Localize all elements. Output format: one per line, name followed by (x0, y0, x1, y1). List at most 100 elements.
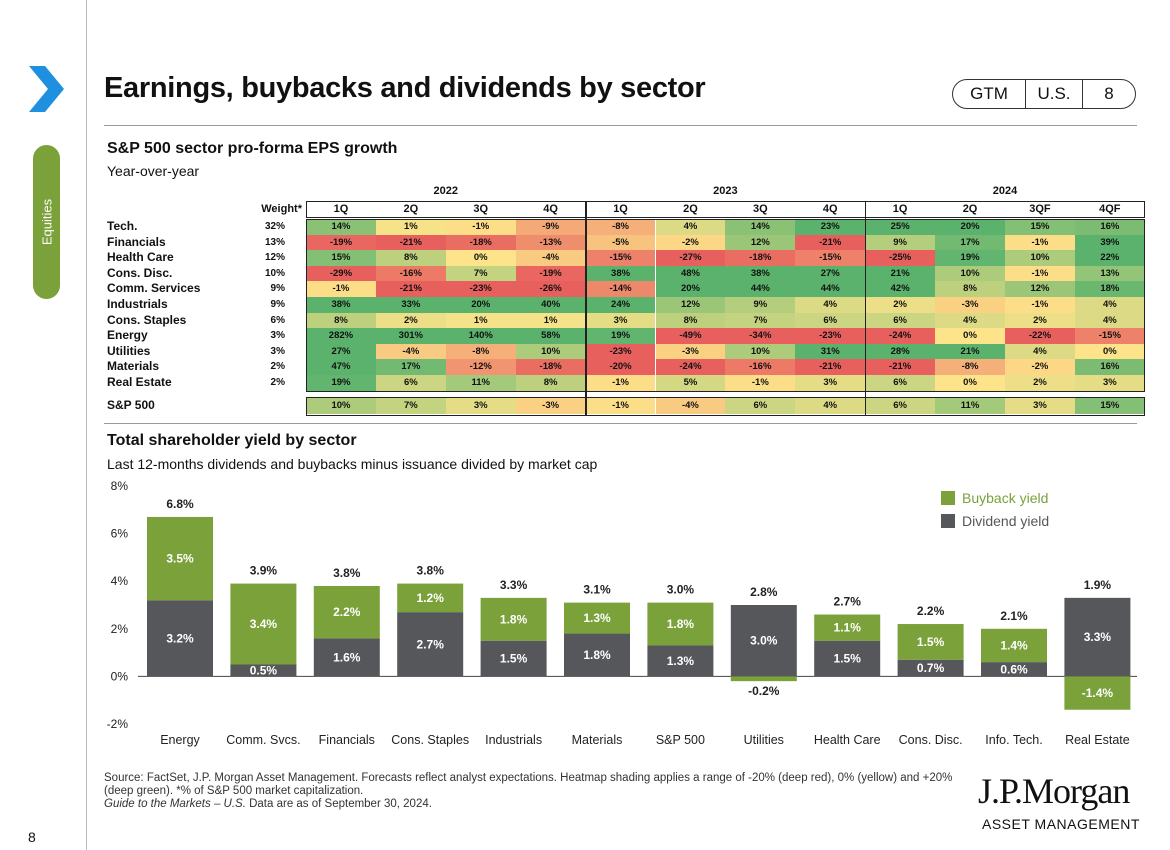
heatmap-cell: -14% (585, 281, 656, 297)
bar-dividend (313, 638, 380, 677)
jpmorgan-logo: J.P.Morgan (978, 771, 1130, 811)
heatmap-total-cell: -1% (585, 398, 656, 414)
heatmap-cell: 27% (306, 343, 376, 360)
heatmap-cell: 0% (445, 250, 516, 266)
heatmap-cell: 9% (725, 297, 796, 313)
bar-dividend (981, 662, 1047, 677)
heatmap-cell: 0% (935, 375, 1005, 391)
total-value-label: 3.3% (500, 578, 528, 592)
heatmap-cell: -15% (795, 250, 866, 266)
dividend-value-label: 2.7% (417, 637, 445, 651)
heatmap-sector-label: Cons. Staples (107, 312, 187, 327)
heatmap-cell: 282% (306, 328, 376, 344)
heatmap-total-cell: 7% (375, 398, 446, 414)
heatmap-cell: 4% (935, 312, 1005, 329)
heatmap-cell: 20% (935, 219, 1005, 235)
page-title: Earnings, buybacks and dividends by sect… (104, 72, 706, 104)
heatmap-weight-value: 2% (270, 361, 285, 373)
heatmap-total-cell: 4% (795, 398, 866, 414)
heatmap-cell: -22% (1005, 328, 1075, 344)
bar-dividend (480, 640, 547, 677)
bar-buyback (147, 516, 213, 601)
heatmap-weight-value: 6% (270, 314, 285, 326)
x-category-label: Info. Tech. (985, 733, 1042, 747)
heatmap-cell: -1% (445, 219, 516, 235)
heatmap-cell: 21% (865, 265, 936, 282)
bar-buyback (647, 602, 714, 646)
heatmap-cell: -4% (375, 343, 446, 360)
heatmap-total-cell: 11% (935, 398, 1005, 414)
heatmap-quarter-header: 1Q (333, 203, 349, 215)
side-tab-equities[interactable]: Equities (33, 145, 60, 299)
x-category-label: Cons. Disc. (899, 733, 963, 747)
heatmap-cell: 4% (795, 297, 866, 313)
bar-buyback (397, 583, 464, 613)
heatmap-quarter-header: 4Q (543, 203, 558, 215)
heatmap-cell: -1% (1005, 297, 1075, 313)
heatmap-cell: 12% (655, 297, 726, 313)
dividend-value-label: 3.2% (166, 631, 194, 645)
total-value-label: 2.2% (917, 604, 945, 618)
asset-management-label: ASSET MANAGEMENT (982, 816, 1140, 832)
heatmap-cell: 15% (306, 250, 376, 266)
bar-buyback (564, 602, 630, 634)
heatmap-cell: 24% (585, 297, 656, 313)
dividend-value-label: 0.7% (917, 661, 945, 675)
total-value-label: 2.1% (1000, 609, 1028, 623)
bar-dividend (397, 612, 464, 677)
heatmap-cell: 8% (655, 312, 726, 329)
heatmap-cell: 10% (515, 343, 586, 360)
gtm-badge: GTM U.S. 8 (952, 79, 1136, 109)
chevron-right-icon[interactable] (27, 66, 65, 112)
dividend-value-label: 0.5% (250, 663, 278, 677)
heatmap-cell: 10% (1005, 250, 1075, 266)
heatmap-weight-value: 32% (264, 221, 285, 232)
heatmap-cell: -20% (585, 359, 656, 375)
bar-dividend (1064, 597, 1131, 677)
heatmap-cell: -8% (585, 219, 656, 235)
section-divider (104, 423, 1137, 424)
heatmap-cell: 40% (515, 297, 586, 313)
heatmap-cell: 16% (1074, 359, 1145, 375)
heatmap-cell: 3% (795, 375, 866, 391)
footer-source: Source: FactSet, J.P. Morgan Asset Manag… (104, 772, 974, 811)
heatmap-sector-label: Comm. Services (107, 281, 201, 296)
bar-buyback (981, 628, 1047, 663)
heatmap-cell: 21% (935, 343, 1005, 360)
heatmap-weight-value: 9% (270, 283, 285, 295)
heatmap-cell: 4% (1074, 312, 1145, 329)
bar-buyback (897, 624, 964, 660)
heatmap-year-label: 2024 (992, 185, 1018, 197)
heatmap-cell: 8% (515, 375, 586, 391)
x-category-label: Utilities (744, 733, 784, 747)
bar-dividend (730, 605, 797, 677)
heatmap-cell: 38% (585, 265, 656, 282)
heatmap-cell: 18% (1074, 281, 1145, 297)
heatmap-cell: -4% (515, 250, 586, 266)
chart-subtitle: Last 12-months dividends and buybacks mi… (107, 456, 598, 472)
heatmap-cell: 1% (445, 312, 516, 329)
heatmap-cell: -34% (725, 328, 796, 344)
legend-swatch-dividend (941, 514, 955, 528)
footer-guide-title: Guide to the Markets – U.S. (104, 798, 246, 810)
heatmap-cell: -24% (865, 328, 936, 344)
bar-buyback (313, 585, 380, 639)
page-divider-line (86, 0, 87, 850)
bar-buyback (814, 614, 881, 641)
total-value-label: 2.8% (750, 585, 778, 599)
heatmap-cell: -1% (725, 375, 796, 391)
heatmap-quarter-header: 4Q (822, 203, 838, 215)
heatmap-cell: -1% (585, 375, 656, 391)
dividend-value-label: 1.5% (500, 652, 528, 666)
x-category-label: Comm. Svcs. (226, 733, 300, 747)
heatmap-cell: -15% (1074, 328, 1145, 344)
chart-title: Total shareholder yield by sector (107, 432, 357, 449)
buyback-value-label: 1.3% (583, 611, 611, 625)
heatmap-cell: -18% (445, 234, 516, 251)
heatmap-cell: 3% (1074, 375, 1145, 391)
heatmap-total-cell: 6% (725, 398, 796, 414)
heatmap-sector-label: Financials (107, 234, 166, 249)
buyback-value-label: 1.5% (917, 635, 945, 649)
heatmap-cell: -19% (306, 234, 376, 251)
heatmap-cell: 3% (585, 312, 656, 329)
